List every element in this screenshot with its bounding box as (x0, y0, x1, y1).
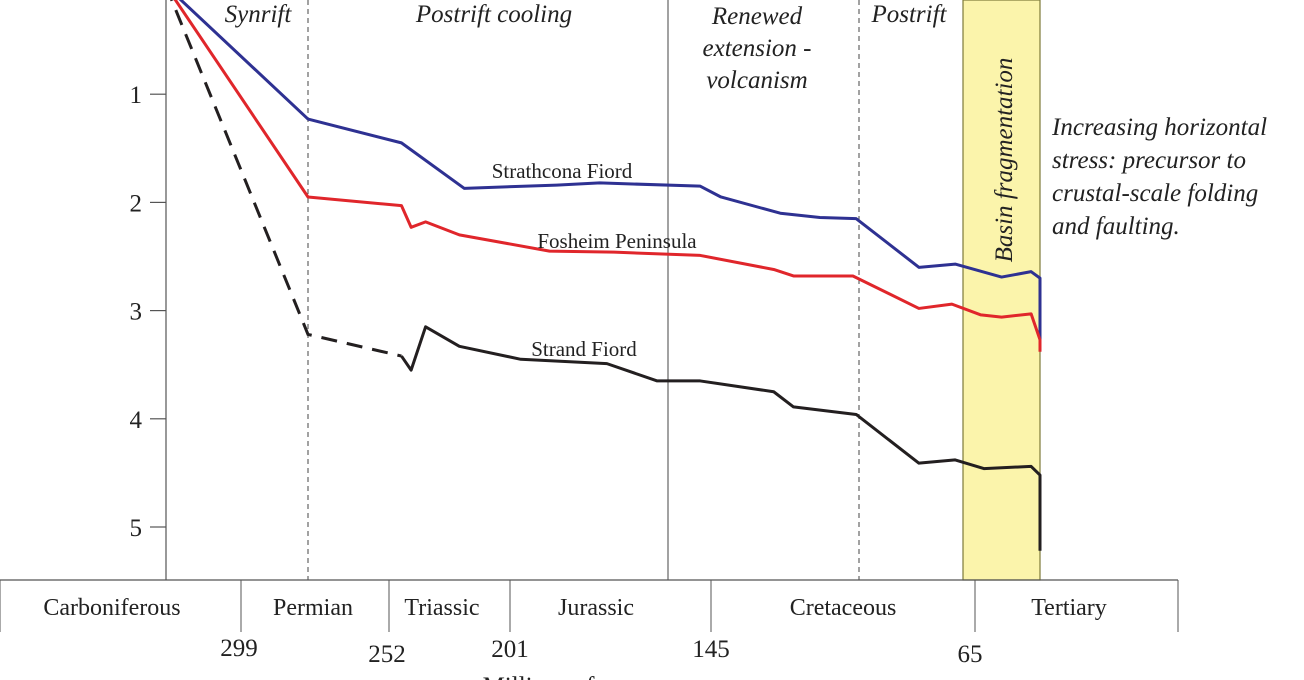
stress-annotation-line: and faulting. (1052, 213, 1180, 240)
phase-label-renewed-extension-line: extension - (703, 35, 812, 62)
y-tick-label: 2 (130, 190, 143, 217)
stress-annotation-line: crustal-scale folding (1052, 180, 1258, 207)
basin-fragmentation-label: Basin fragmentation (991, 58, 1018, 263)
period-label: Cretaceous (790, 595, 897, 621)
x-tick-label: 252 (368, 641, 406, 668)
phase-label-postrift-cooling: Postrift cooling (415, 1, 572, 28)
x-axis-title: Millions of years (483, 673, 654, 680)
series-label: Strathcona Fiord (492, 159, 633, 183)
y-tick-label: 5 (130, 515, 143, 542)
x-tick-label: 201 (491, 636, 529, 663)
phase-label-postrift: Postrift (870, 1, 947, 28)
basin-fragmentation-band (962, 0, 1041, 581)
phase-label-synrift: Synrift (225, 1, 293, 28)
period-label: Triassic (404, 595, 479, 621)
y-tick-label: 4 (130, 407, 143, 434)
phase-label-renewed-extension-line: volcanism (706, 67, 807, 94)
y-tick-label: 1 (130, 82, 143, 109)
x-tick-label: 145 (692, 636, 730, 663)
series-line (178, 0, 1042, 340)
period-label: Tertiary (1031, 595, 1107, 621)
period-label: Carboniferous (43, 595, 180, 621)
phase-label-postrift-cooling-line: Postrift cooling (415, 1, 572, 28)
series-line (173, 0, 1042, 352)
phase-label-renewed-extension-line: Renewed (711, 3, 803, 30)
series-line-dashed (170, 0, 402, 358)
phase-label-postrift-line: Postrift (870, 1, 947, 28)
y-tick-label-zero: 0 (130, 0, 143, 1)
y-tick-label: 3 (130, 299, 143, 326)
phase-label-renewed-extension: Renewed extension - volcanism (703, 3, 812, 94)
series-label: Strand Fiord (531, 337, 637, 361)
phase-label-synrift-line: Synrift (225, 1, 293, 28)
series-line (400, 325, 1042, 551)
stress-annotation-line: stress: precursor to (1052, 147, 1246, 174)
period-label: Permian (273, 595, 353, 621)
period-label: Jurassic (558, 595, 634, 621)
stress-annotation-line: Increasing horizontal (1051, 114, 1267, 141)
stress-annotation: Increasing horizontal stress: precursor t… (1051, 114, 1267, 240)
x-tick-label: 299 (220, 635, 258, 662)
series-label: Fosheim Peninsula (537, 229, 697, 253)
x-tick-label: 65 (958, 641, 983, 668)
